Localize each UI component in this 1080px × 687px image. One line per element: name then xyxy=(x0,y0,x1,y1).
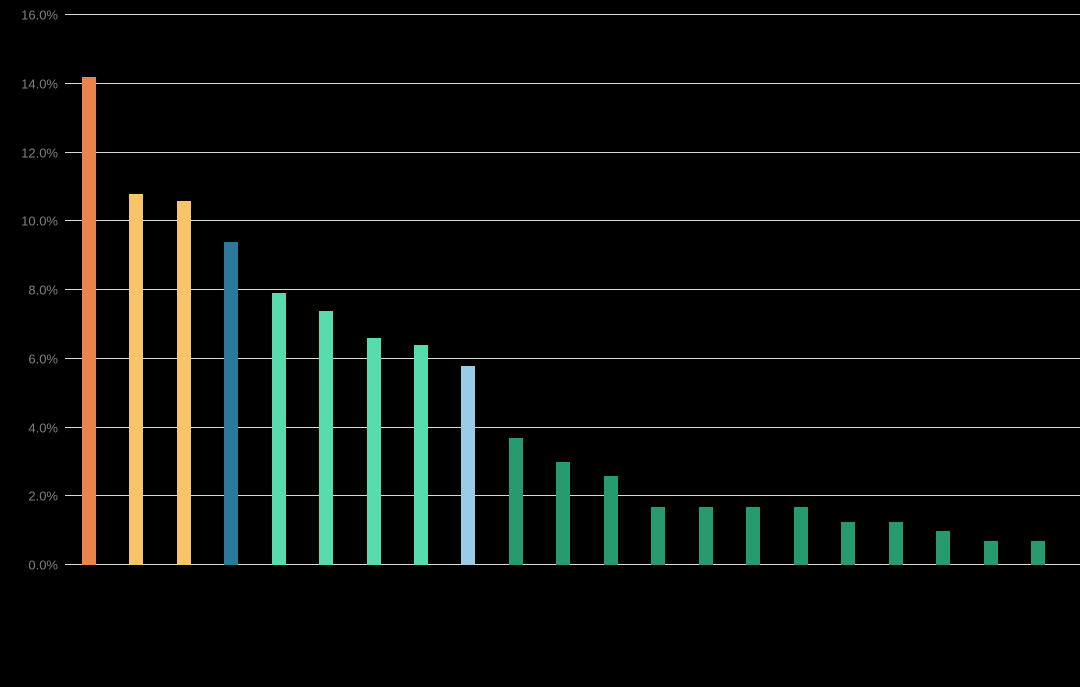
bar-slot xyxy=(160,15,207,565)
gridline xyxy=(65,357,1080,359)
bar xyxy=(936,530,951,565)
bar xyxy=(698,506,713,565)
bar xyxy=(556,461,571,565)
bar-slot xyxy=(65,15,112,565)
y-axis: 0.0% 2.0% 4.0% 6.0% 8.0% 10.0% 12.0% 14.0% 16.0% xyxy=(0,9,58,572)
y-axis-tick-label: 8.0% xyxy=(28,282,58,298)
bar xyxy=(841,522,856,565)
bar xyxy=(176,200,191,565)
bar xyxy=(129,193,144,565)
gridline xyxy=(65,82,1080,84)
bar xyxy=(81,76,96,565)
gridline xyxy=(65,220,1080,222)
y-axis-tick-label: 4.0% xyxy=(28,420,58,435)
bar-slot xyxy=(730,15,777,565)
bar xyxy=(271,293,286,565)
gridline xyxy=(65,426,1080,428)
bar-slot xyxy=(350,15,397,565)
gridline xyxy=(65,495,1080,497)
bar xyxy=(366,338,381,565)
gridline xyxy=(65,14,1080,15)
bar-slot xyxy=(967,15,1014,565)
bar-slot xyxy=(872,15,919,565)
gridline xyxy=(65,564,1080,565)
y-axis-tick-label: 6.0% xyxy=(28,351,58,367)
bar-slot xyxy=(302,15,349,565)
bar xyxy=(746,506,761,565)
y-axis-tick-label: 0.0% xyxy=(28,557,58,573)
bar-slot xyxy=(825,15,872,565)
bar-slot xyxy=(635,15,682,565)
bar-slot xyxy=(492,15,539,565)
bar-slot xyxy=(112,15,159,565)
bar xyxy=(888,522,903,565)
bar xyxy=(461,365,476,565)
bar xyxy=(1031,540,1046,565)
bar xyxy=(224,241,239,565)
bar xyxy=(983,540,998,565)
bar-slot xyxy=(1014,15,1061,565)
bar xyxy=(508,437,523,565)
bar-slot xyxy=(919,15,966,565)
gridline xyxy=(65,151,1080,153)
bar xyxy=(414,345,429,565)
y-axis-tick-label: 14.0% xyxy=(21,76,58,92)
y-axis-tick-label: 2.0% xyxy=(28,488,58,504)
bar-slot xyxy=(540,15,587,565)
bar-slot xyxy=(777,15,824,565)
plot-area xyxy=(65,14,1080,565)
bar xyxy=(651,506,666,565)
gridline xyxy=(65,289,1080,290)
bar-slot xyxy=(207,15,254,565)
y-axis-tick-label: 10.0% xyxy=(21,213,58,229)
bar xyxy=(793,506,808,565)
bar-slot xyxy=(682,15,729,565)
bar xyxy=(603,475,618,565)
bar xyxy=(319,310,334,565)
bar-slot xyxy=(445,15,492,565)
y-axis-tick-label: 12.0% xyxy=(21,145,58,160)
bar-slot xyxy=(587,15,634,565)
bar-slot xyxy=(255,15,302,565)
bars xyxy=(65,15,1062,565)
y-axis-tick-label: 16.0% xyxy=(21,7,58,23)
bar-slot xyxy=(397,15,444,565)
